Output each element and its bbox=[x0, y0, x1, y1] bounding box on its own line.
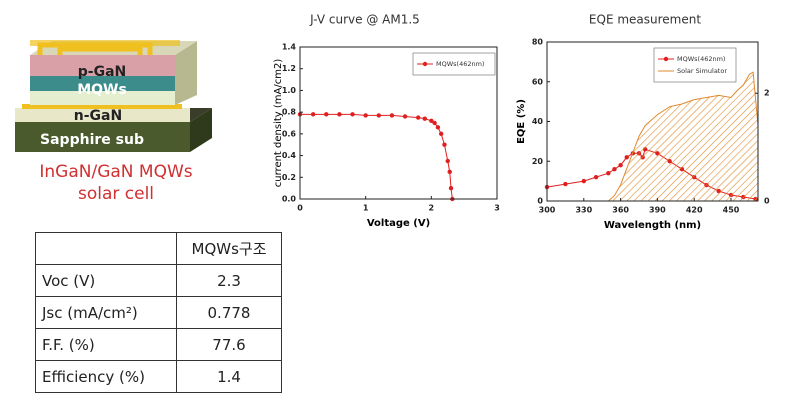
data-point bbox=[447, 169, 452, 175]
y-tick-label: 40 bbox=[532, 117, 544, 126]
y-tick-label: 1.0 bbox=[282, 86, 297, 95]
data-point bbox=[581, 178, 587, 184]
data-point bbox=[442, 142, 447, 147]
cell: 1.4 bbox=[176, 360, 282, 393]
legend-label: MQWs(462nm) bbox=[677, 55, 725, 63]
data-point bbox=[445, 158, 450, 164]
cell: F.F. (%) bbox=[35, 328, 177, 361]
results-table: MQWs구조 Voc (V) 2.3 Jsc (mA/cm²) 0.778 F.F.… bbox=[35, 232, 282, 393]
data-point bbox=[438, 131, 444, 137]
y-tick-label: 0.0 bbox=[282, 195, 297, 204]
caption: InGaN/GaN MQWs bbox=[39, 162, 192, 182]
y2-tick-label: 0 bbox=[764, 197, 770, 206]
data-point bbox=[363, 113, 368, 118]
legend-box bbox=[653, 47, 737, 83]
y-tick-label: 0.8 bbox=[282, 108, 297, 117]
data-point bbox=[324, 112, 329, 117]
cell: 0.778 bbox=[176, 296, 282, 329]
x-tick-label: 1 bbox=[363, 204, 369, 213]
data-point bbox=[389, 113, 395, 118]
cell: 2.3 bbox=[176, 264, 282, 297]
cell: Voc (V) bbox=[35, 264, 177, 297]
chart-title: EQE measurement bbox=[589, 13, 701, 27]
legend-label: Solar Simulator bbox=[677, 67, 727, 75]
header-cell bbox=[35, 232, 177, 265]
data-point bbox=[432, 120, 437, 126]
x-tick-label: 0 bbox=[297, 204, 303, 213]
x-tick-label: 420 bbox=[686, 206, 703, 215]
chart-title: J-V curve @ AM1.5 bbox=[309, 13, 420, 27]
y2-tick-label: 2 bbox=[764, 89, 770, 98]
data-point bbox=[448, 185, 454, 191]
y-tick-label: 1.4 bbox=[282, 43, 297, 52]
data-point bbox=[337, 112, 342, 117]
y-tick-label: 20 bbox=[532, 157, 544, 166]
series-line bbox=[608, 71, 759, 202]
plot-frame bbox=[299, 46, 498, 200]
legend-swatch bbox=[663, 56, 669, 62]
y-tick-label: 0.2 bbox=[282, 173, 296, 182]
x-tick-label: 3 bbox=[494, 204, 500, 213]
y-axis-label: EQE (%) bbox=[516, 99, 527, 144]
data-point bbox=[563, 181, 568, 187]
series-line bbox=[300, 113, 453, 200]
caption: solar cell bbox=[78, 184, 154, 204]
data-point bbox=[435, 125, 441, 130]
data-point bbox=[402, 114, 408, 119]
cell: Efficiency (%) bbox=[35, 360, 177, 393]
data-point bbox=[606, 170, 611, 176]
layer-label: p-GaN bbox=[78, 64, 127, 80]
y-tick-label: 0.6 bbox=[282, 129, 297, 138]
x-tick-label: 360 bbox=[612, 206, 629, 215]
x-tick-label: 390 bbox=[649, 206, 666, 215]
cell: 77.6 bbox=[176, 328, 282, 361]
data-point bbox=[422, 116, 427, 121]
x-axis-label: Wavelength (nm) bbox=[604, 220, 701, 231]
data-point bbox=[618, 163, 623, 168]
y-tick-label: 80 bbox=[532, 38, 544, 47]
layer-label: Sapphire sub bbox=[40, 132, 144, 148]
data-point bbox=[429, 118, 434, 124]
layer-label: MQWs bbox=[77, 82, 127, 98]
y-tick-label: 60 bbox=[532, 77, 544, 86]
y-tick-label: 0.4 bbox=[282, 151, 297, 160]
data-point bbox=[310, 112, 316, 117]
area bbox=[608, 72, 758, 202]
y-tick-label: 1.2 bbox=[282, 64, 296, 73]
x-axis-label: Voltage (V) bbox=[367, 218, 430, 229]
x-tick-label: 450 bbox=[723, 206, 740, 215]
y-tick-label: 0 bbox=[537, 197, 543, 206]
y-axis-label: current density (mA/cm2) bbox=[273, 59, 284, 188]
x-tick-label: 2 bbox=[429, 204, 435, 213]
data-point bbox=[624, 155, 629, 160]
legend-box bbox=[412, 52, 496, 76]
layer-label: n-GaN bbox=[74, 108, 122, 124]
cell: Jsc (mA/cm²) bbox=[35, 296, 177, 329]
header-cell: MQWs구조 bbox=[176, 232, 282, 265]
legend-swatch bbox=[422, 61, 428, 67]
data-point bbox=[416, 115, 421, 120]
x-tick-label: 330 bbox=[575, 206, 592, 215]
data-point bbox=[593, 174, 599, 180]
legend-label: MQWs(462nm) bbox=[436, 60, 484, 68]
device-diagram: p-GaN MQWs n-GaN Sapphire sub InGaN/GaN … bbox=[15, 40, 212, 204]
data-point bbox=[612, 167, 617, 172]
data-point bbox=[350, 112, 355, 117]
data-point bbox=[376, 113, 381, 118]
x-tick-label: 300 bbox=[539, 206, 556, 215]
